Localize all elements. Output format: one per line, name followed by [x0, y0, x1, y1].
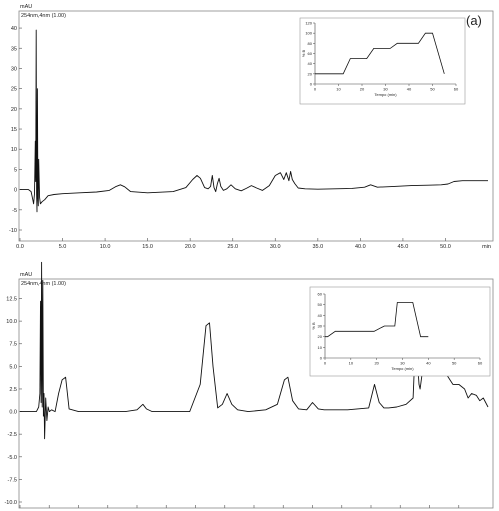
inset-y-tick-label: 20: [318, 334, 323, 339]
inset-x-tick-label: 50: [430, 87, 435, 92]
gradient-line: [325, 302, 429, 338]
y-tick-label: 5.0: [9, 364, 17, 370]
gradient-line: [315, 32, 445, 75]
y-axis-unit: mAU: [20, 272, 32, 278]
inset-x-tick-label: 60: [478, 361, 483, 366]
x-tick-label: 10.0: [100, 244, 111, 250]
y-tick-label: -10: [9, 228, 17, 234]
gradient-inset: 0 10 20 30 40 50 60 0 20 40 60 80 100 120 Tempo (min)%…: [299, 17, 466, 105]
inset-x-tick-label: 20: [374, 361, 379, 366]
y-tick-label: 30: [11, 66, 17, 72]
gradient-inset: 0 10 20 30 40 50 60 0 10 20 30 40 50 60 Tempo (min) % B: [309, 286, 491, 377]
inset-y-tick-label: 60: [318, 292, 323, 297]
x-tick-label: 35.0: [312, 244, 323, 250]
inset-x-tick-label: 0: [314, 87, 317, 92]
chart-panel: -10 -5 0 5 10 15 20 25 30 35 40 0.0 5.0 10.0 15.0 20.0 2…: [9, 4, 494, 250]
chromatogram-line: [20, 29, 488, 213]
y-tick-label: -2.5: [8, 432, 17, 438]
y-axis-unit: mAU: [20, 4, 32, 10]
inset-x-tick-label: 10: [336, 87, 341, 92]
y-tick-label: 0: [14, 188, 17, 194]
x-tick-label: 25.0: [227, 244, 238, 250]
x-tick-label: 5.0: [59, 244, 67, 250]
inset-x-tick-label: 50: [452, 361, 457, 366]
y-tick-label: 5: [14, 167, 17, 173]
y-tick-label: -10.0: [4, 500, 17, 506]
inset-x-tick-label: 40: [407, 87, 412, 92]
x-tick-label: 50.0: [440, 244, 451, 250]
x-tick-label: 0.0: [16, 244, 24, 250]
inset-x-tick-label: 30: [383, 87, 388, 92]
x-tick-label: 30.0: [270, 244, 281, 250]
y-tick-label: -7.5: [8, 477, 17, 483]
plot-frame: [18, 278, 494, 509]
x-axis-unit: min: [482, 244, 491, 250]
y-tick-label: 10.0: [6, 319, 17, 325]
inset-x-tick-label: 40: [426, 361, 431, 366]
inset-x-tick-label: 0: [324, 361, 327, 366]
chart-panel: -10.0-7.5-5.0-2.50.02.55.07.510.012.50.0…: [4, 261, 494, 509]
inset-frame: [299, 17, 466, 105]
y-tick-label: 7.5: [9, 342, 17, 348]
inset-y-label: % B: [311, 322, 316, 330]
inset-y-tick-label: 40: [318, 313, 323, 318]
inset-y-tick-label: 30: [318, 324, 323, 329]
plot-frame: [18, 10, 494, 242]
y-tick-label: 0.0: [9, 410, 17, 416]
y-tick-label: 12.5: [6, 297, 17, 303]
x-tick-label: 20.0: [185, 244, 196, 250]
inset-x-label: Tempo (min): [374, 92, 397, 97]
y-tick-label: 2.5: [9, 387, 17, 393]
y-tick-label: 40: [11, 26, 17, 32]
inset-y-tick-label: 40: [308, 61, 313, 66]
y-tick-label: 15: [11, 127, 17, 133]
panel-label: (a): [466, 13, 482, 28]
inset-y-tick-label: 50: [318, 302, 323, 307]
inset-y-tick-label: 20: [308, 71, 313, 76]
inset-y-tick-label: 10: [318, 345, 323, 350]
inset-y-tick-label: 120: [305, 21, 312, 26]
inset-x-tick-label: 60: [454, 87, 459, 92]
x-tick-label: 40.0: [355, 244, 366, 250]
y-tick-label: -5.0: [8, 455, 17, 461]
detector-label: 254nm,4nm (1.00): [21, 281, 66, 287]
y-tick-label: 10: [11, 147, 17, 153]
detector-label: 254nm,4nm (1.00): [21, 13, 66, 19]
inset-y-tick-label: 0: [320, 356, 323, 361]
inset-y-label: % B: [301, 50, 306, 58]
y-tick-label: 25: [11, 87, 17, 93]
y-tick-label: 20: [11, 107, 17, 113]
inset-y-tick-label: 100: [305, 31, 312, 36]
y-tick-label: 35: [11, 46, 17, 52]
inset-x-tick-label: 10: [349, 361, 354, 366]
y-tick-label: -5: [12, 208, 17, 214]
inset-y-tick-label: 60: [308, 51, 313, 56]
inset-x-tick-label: 30: [400, 361, 405, 366]
inset-y-tick-label: 80: [308, 41, 313, 46]
inset-x-tick-label: 20: [360, 87, 365, 92]
x-tick-label: 45.0: [398, 244, 409, 250]
inset-x-label: Tempo (min): [391, 366, 414, 371]
x-tick-label: 15.0: [142, 244, 153, 250]
inset-y-tick-label: 0: [310, 82, 313, 87]
